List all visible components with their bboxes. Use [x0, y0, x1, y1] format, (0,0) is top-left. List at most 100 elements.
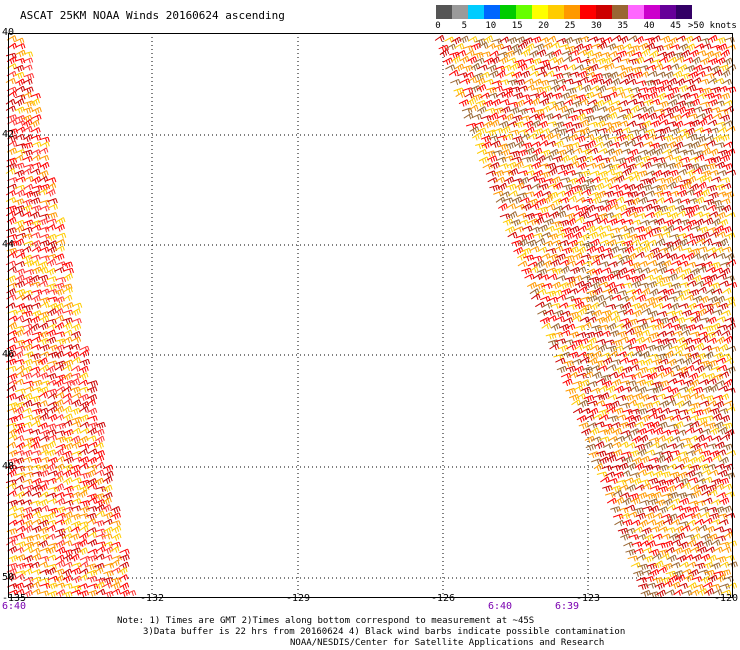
wind-barb — [7, 416, 18, 424]
wind-barb — [119, 554, 130, 562]
wind-barb — [70, 553, 80, 562]
wind-barb — [70, 520, 82, 528]
wind-barb — [576, 113, 587, 121]
wind-barb — [119, 582, 130, 591]
wind-barb — [594, 441, 605, 449]
wind-barb — [641, 483, 652, 490]
wind-barb — [15, 78, 26, 87]
wind-barb — [70, 464, 81, 472]
wind-barb — [79, 500, 91, 507]
wind-barb — [14, 345, 26, 352]
wind-barb — [658, 464, 669, 472]
latitude-label: 50 — [2, 572, 15, 583]
wind-barb — [22, 519, 33, 528]
wind-barb — [93, 477, 104, 486]
wind-barb — [708, 191, 719, 199]
wind-barb — [635, 251, 645, 259]
wind-barb — [602, 182, 613, 190]
wind-barb — [78, 525, 89, 532]
wind-barb — [23, 386, 35, 393]
wind-barb — [38, 280, 48, 287]
wind-barb — [616, 204, 628, 212]
wind-barb — [23, 535, 34, 543]
wind-barb — [609, 141, 621, 148]
wind-barb — [626, 78, 637, 86]
wind-barb — [584, 91, 595, 100]
wind-barb — [631, 541, 643, 548]
wind-barb — [611, 378, 622, 387]
wind-barb — [590, 259, 601, 266]
wind-barb — [516, 212, 527, 219]
wind-barb — [55, 589, 66, 597]
wind-barb — [14, 370, 25, 378]
wind-barb — [559, 259, 570, 267]
wind-barb — [677, 168, 688, 176]
wind-barb — [672, 52, 684, 59]
wind-barb — [95, 546, 106, 553]
wind-barb — [699, 295, 710, 304]
wind-barb — [657, 225, 668, 232]
wind-barb — [683, 57, 694, 64]
wind-barb — [594, 141, 605, 149]
wind-barb — [582, 321, 592, 329]
wind-barb — [619, 78, 630, 86]
wind-barb — [30, 401, 42, 408]
wind-barb — [702, 581, 713, 589]
wind-barb — [673, 244, 683, 252]
wind-barb — [87, 415, 98, 422]
wind-barb — [668, 86, 680, 94]
wind-barb — [545, 290, 557, 298]
wind-barb — [30, 220, 42, 227]
scale-label: 15 — [511, 21, 523, 31]
wind-barb — [567, 195, 577, 202]
wind-barb — [657, 247, 669, 254]
wind-barb — [558, 44, 570, 51]
wind-barb — [46, 567, 57, 575]
wind-barb — [517, 41, 528, 50]
wind-barb — [95, 510, 105, 517]
wind-barb — [672, 135, 684, 143]
wind-barb — [690, 484, 700, 493]
wind-barb — [70, 336, 82, 343]
wind-barb — [633, 547, 644, 555]
wind-barb — [597, 106, 608, 113]
wind-barb — [31, 359, 43, 366]
wind-barb — [628, 58, 639, 65]
wind-barb — [639, 393, 650, 402]
wind-barb — [689, 204, 700, 212]
wind-barb — [485, 86, 497, 94]
wind-barb — [601, 204, 612, 213]
wind-barb — [684, 210, 695, 219]
wind-barb — [704, 157, 716, 165]
wind-barb — [650, 35, 661, 42]
wind-barb — [63, 485, 74, 493]
wind-barb — [592, 92, 603, 99]
wind-barb — [725, 450, 736, 457]
wind-barb — [657, 506, 669, 514]
wind-barb — [594, 182, 605, 191]
wind-barb — [642, 505, 653, 512]
wind-barb — [47, 542, 59, 549]
wind-barb — [45, 546, 57, 554]
wind-barb — [620, 429, 631, 437]
wind-barb — [702, 456, 713, 464]
wind-barb — [576, 246, 587, 255]
wind-barb — [597, 365, 608, 372]
wind-barb — [694, 218, 705, 227]
wind-barb — [707, 57, 719, 66]
wind-barb — [722, 78, 732, 86]
wind-barb — [576, 266, 587, 273]
wind-barb — [638, 42, 649, 51]
wind-barb — [652, 296, 663, 304]
wind-barb — [667, 513, 678, 521]
wind-barb — [558, 197, 570, 204]
wind-barb — [614, 196, 625, 204]
wind-barb — [635, 234, 647, 241]
wind-barb — [641, 307, 652, 315]
wind-barb — [681, 590, 693, 597]
wind-barb — [627, 252, 637, 261]
wind-barb — [723, 335, 733, 344]
wind-barb — [111, 533, 122, 541]
wind-barb — [542, 42, 553, 50]
wind-barb — [680, 437, 691, 444]
